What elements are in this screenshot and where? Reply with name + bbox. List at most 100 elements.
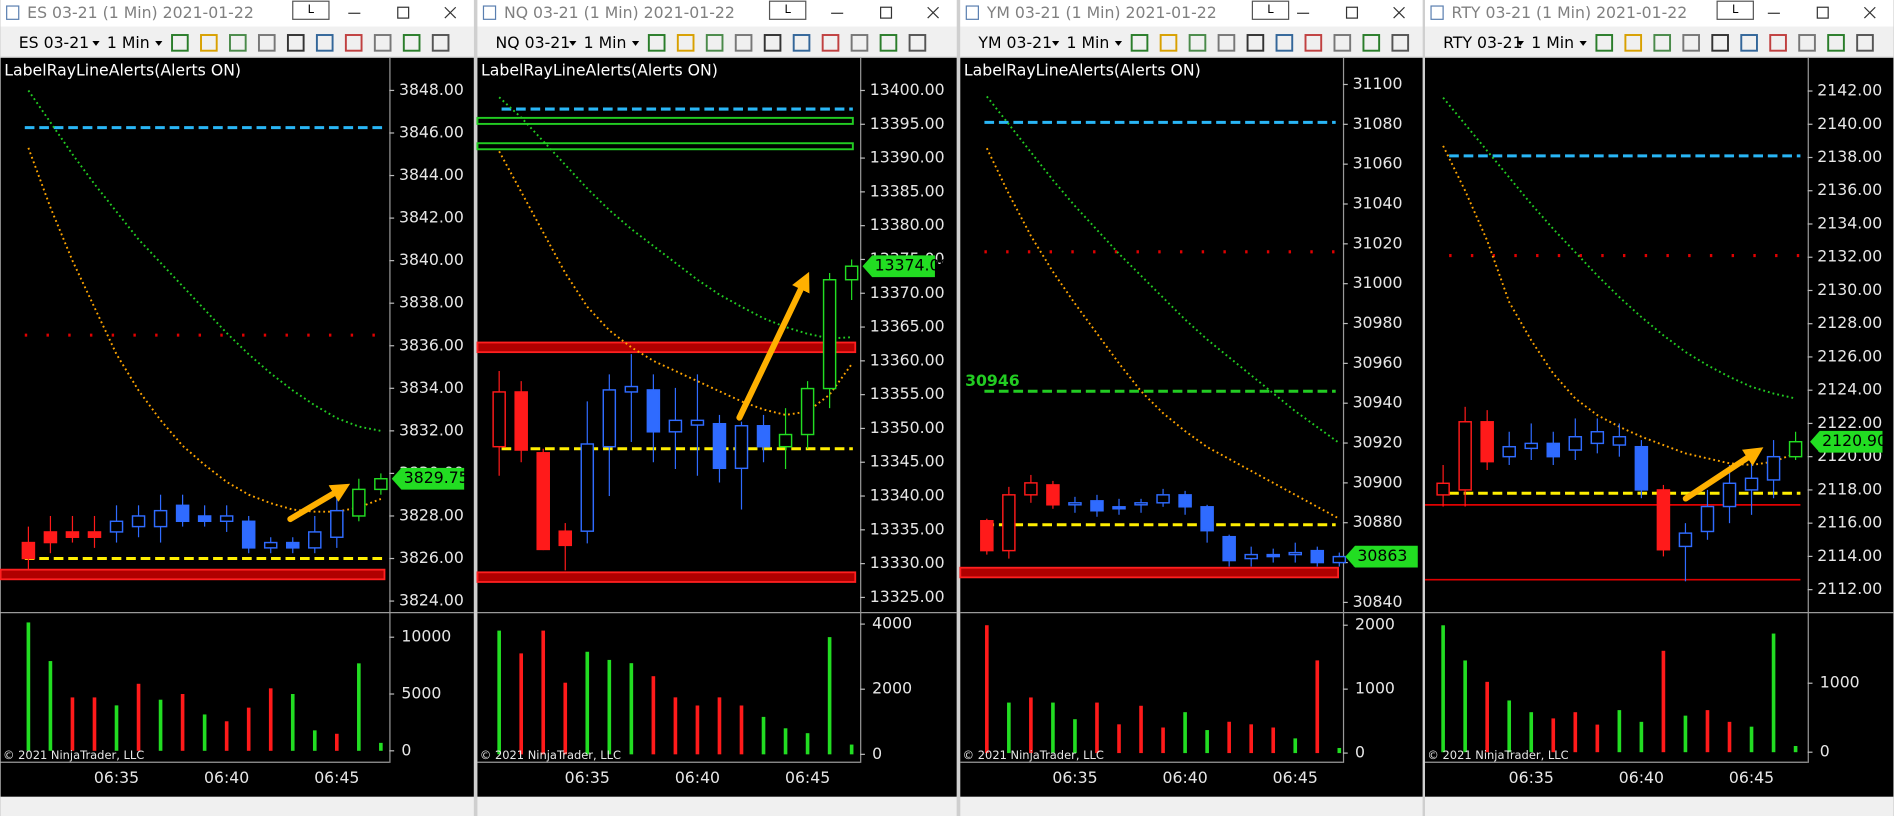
toolbar-icon[interactable] [676, 34, 695, 52]
interval-selector[interactable]: 1 Min [1531, 33, 1574, 52]
toolbar-icon[interactable] [850, 34, 869, 52]
candle-body [756, 425, 771, 448]
volume-tick-label: 0 [872, 744, 882, 763]
toolbar-icon[interactable] [879, 34, 898, 52]
toolbar-icon[interactable] [1304, 34, 1323, 52]
toolbar-icon[interactable] [1275, 34, 1294, 52]
instrument-selector[interactable]: ES 03-21 [19, 33, 89, 52]
time-label: 06:40 [1162, 768, 1207, 787]
toolbar-icon[interactable] [1798, 34, 1816, 52]
close-button[interactable] [927, 6, 939, 19]
candle-body [1766, 455, 1781, 481]
close-button[interactable] [1393, 6, 1405, 19]
toolbar-icon[interactable] [821, 34, 840, 52]
link-button[interactable] [292, 0, 330, 20]
candle-body [175, 504, 190, 523]
volume-bar [629, 663, 634, 755]
toolbar-icon[interactable] [315, 34, 334, 52]
volume-bar [1683, 715, 1688, 753]
toolbar-icon[interactable] [431, 34, 450, 52]
toolbar-icon[interactable] [402, 34, 421, 52]
link-button-label[interactable]: L [1732, 2, 1739, 16]
candle-body [1046, 484, 1060, 506]
volume-tick-label: 0 [401, 740, 411, 759]
price-tick-label: 3846.00 [399, 122, 464, 141]
volume-bar [312, 730, 317, 751]
toolbar-icon[interactable] [286, 34, 305, 52]
toolbar-icon[interactable] [1246, 34, 1265, 52]
toolbar-icon[interactable] [1711, 34, 1729, 52]
maximize-button[interactable] [397, 6, 410, 19]
toolbar-icon[interactable] [200, 34, 218, 52]
toolbar-icon[interactable] [229, 34, 247, 52]
toolbar-icon[interactable] [1362, 34, 1381, 52]
moving-average [1442, 97, 1796, 400]
toolbar-icon[interactable] [1827, 34, 1845, 52]
dropdown-arrow [569, 41, 577, 46]
volume-bar [1507, 700, 1512, 753]
toolbar-icon[interactable] [647, 34, 666, 52]
close-button[interactable] [444, 6, 457, 19]
toolbar-icon[interactable] [1595, 34, 1614, 52]
toolbar-icon[interactable] [1769, 34, 1787, 52]
link-button-label[interactable]: L [1267, 2, 1274, 16]
level-band [476, 341, 857, 354]
link-button-label[interactable]: L [308, 2, 315, 16]
toolbar-icon[interactable] [763, 34, 782, 52]
maximize-button[interactable] [1816, 6, 1829, 19]
candle-body [1024, 482, 1038, 496]
price-tick-label: 2126.00 [1817, 346, 1882, 365]
toolbar-icon[interactable] [257, 34, 276, 52]
toolbar-icon[interactable] [1159, 34, 1178, 52]
toolbar-icon[interactable] [705, 34, 724, 52]
link-button-label[interactable]: L [784, 2, 791, 16]
link-button[interactable] [1716, 0, 1754, 20]
interval-selector[interactable]: 1 Min [584, 33, 627, 52]
instrument-selector[interactable]: RTY 03-21 [1443, 33, 1523, 52]
toolbar-icon[interactable] [1682, 34, 1700, 52]
link-button[interactable] [768, 0, 807, 20]
volume-bar [1227, 721, 1231, 754]
volume-bar [651, 676, 656, 755]
moving-average [498, 96, 852, 340]
link-button[interactable] [1251, 0, 1290, 20]
toolbar-icon[interactable] [344, 34, 363, 52]
toolbar-icon[interactable] [1740, 34, 1758, 52]
price-tick-label: 13360.00 [870, 350, 945, 369]
maximize-button[interactable] [880, 6, 893, 19]
toolbar-icon[interactable] [373, 34, 392, 52]
toolbar-icon[interactable] [1333, 34, 1352, 52]
price-tick-label: 30920 [1353, 433, 1403, 452]
candle-body [1436, 482, 1450, 496]
price-tick-label: 3832.00 [399, 420, 464, 439]
instrument-selector[interactable]: NQ 03-21 [496, 33, 571, 52]
candle-body [1524, 442, 1538, 450]
candle-body [1634, 445, 1649, 491]
volume-bar [202, 714, 207, 751]
toolbar-icon[interactable] [1856, 34, 1874, 52]
volume-bar [805, 733, 810, 755]
toolbar-icon[interactable] [1217, 34, 1236, 52]
toolbar-icon[interactable] [1653, 34, 1672, 52]
maximize-button[interactable] [1345, 6, 1359, 19]
time-label: 06:40 [675, 768, 720, 787]
interval-selector[interactable]: 1 Min [107, 33, 150, 52]
interval-selector[interactable]: 1 Min [1067, 33, 1110, 52]
toolbar-icon[interactable] [734, 34, 753, 52]
volume-bar [1051, 702, 1055, 754]
toolbar-icon[interactable] [171, 34, 189, 52]
close-button[interactable] [1863, 6, 1876, 19]
toolbar-icon[interactable] [792, 34, 811, 52]
toolbar-icon[interactable] [1188, 34, 1207, 52]
toolbar-icon[interactable] [1391, 34, 1410, 52]
instrument-selector[interactable]: YM 03-21 [977, 33, 1052, 52]
window-icon [1430, 5, 1444, 20]
toolbar-icon[interactable] [1130, 34, 1149, 52]
copyright: © 2021 NinjaTrader, LLC [480, 748, 621, 762]
toolbar-icon[interactable] [908, 34, 927, 52]
volume-bar [136, 683, 141, 751]
toolbar-icon[interactable] [1624, 34, 1643, 52]
price-tick-label: 2136.00 [1817, 180, 1882, 199]
moving-average [27, 147, 382, 513]
